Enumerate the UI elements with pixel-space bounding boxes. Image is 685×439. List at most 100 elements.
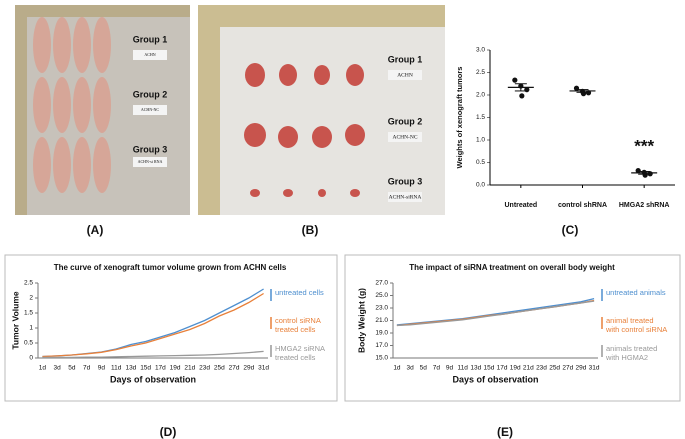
legend-label: animal treated with control siRNA [606, 316, 668, 334]
series-line [42, 288, 264, 358]
x-tick-label: 7d [83, 365, 91, 372]
x-tick-label: 21d [184, 365, 195, 372]
tag-card [133, 105, 167, 115]
tag-card [388, 132, 422, 142]
x-tick-label: 15d [483, 365, 494, 372]
group-label: Group 3 [388, 176, 423, 186]
x-tick-label: 25d [214, 365, 225, 372]
x-tick-label: Untreated [504, 202, 537, 209]
tag-label: ACHN-si RNA [138, 159, 163, 164]
x-tick-label: 5d [420, 365, 428, 372]
y-tick-label: 1.5 [476, 114, 485, 121]
x-tick-label: 15d [140, 365, 151, 372]
y-tick-label: 2.5 [476, 69, 485, 76]
tag-label: ACHN [144, 52, 155, 57]
series-line [42, 350, 264, 359]
x-tick-label: 19d [170, 365, 181, 372]
group-label: Group 3 [133, 144, 168, 154]
x-axis-label: Days of observation [110, 374, 196, 384]
annotation: *** [634, 136, 654, 155]
panel-label: (B) [302, 223, 319, 237]
group-label: Group 2 [388, 116, 423, 126]
x-tick-label: control shRNA [558, 202, 607, 209]
x-tick-label: 27d [229, 365, 240, 372]
y-tick-label: 0.5 [476, 159, 485, 166]
y-axis-label: Tumor Volume [10, 291, 20, 350]
series-line [396, 297, 595, 326]
point [512, 77, 518, 83]
legend-label: animals treated with HGMA2 [606, 344, 658, 362]
x-tick-label: 1d [39, 365, 47, 372]
x-tick-label: 11d [457, 365, 468, 372]
group-label: Group 2 [133, 89, 168, 99]
legend-entry: animal treated with control siRNA [606, 316, 668, 334]
tag-card [133, 50, 167, 60]
panel-e-frame [344, 254, 681, 402]
panel-label: (C) [562, 223, 579, 237]
x-tick-label: 11d [111, 365, 122, 372]
x-tick-label: 25d [549, 365, 560, 372]
y-tick-label: 3.0 [476, 47, 485, 54]
x-tick-label: 23d [199, 365, 210, 372]
legend-entry: untreated cells [275, 288, 324, 297]
panel-d-frame [4, 254, 338, 402]
x-tick-label: 29d [243, 365, 254, 372]
tag-label: ACHN-NC [141, 107, 160, 112]
tag-card [388, 192, 422, 202]
x-tick-label: 27d [562, 365, 573, 372]
y-tick-label: 1.5 [24, 310, 33, 317]
x-tick-label: 31d [589, 365, 600, 372]
group-label: Group 1 [133, 34, 168, 44]
legend-entry: animals treated with HGMA2 [606, 344, 658, 362]
legend-entry: HMGA2 siRNA treated cells [275, 344, 325, 362]
group-label: Group 1 [388, 54, 423, 64]
y-tick-label: 2 [29, 295, 33, 302]
x-tick-label: 17d [155, 365, 166, 372]
y-tick-label: 21.0 [375, 317, 388, 324]
x-tick-label: 3d [54, 365, 62, 372]
tag-label: ACHN-NC [392, 134, 417, 140]
x-tick-label: 7d [433, 365, 441, 372]
x-tick-label: 21d [523, 365, 534, 372]
x-tick-label: 5d [68, 365, 76, 372]
legend-entry: untreated animals [606, 288, 666, 297]
x-tick-label: HMGA2 shRNA [619, 202, 670, 209]
x-tick-label: 3d [406, 365, 414, 372]
panel-label: (A) [87, 223, 104, 237]
x-tick-label: 23d [536, 365, 547, 372]
tag-label: ACHN [397, 72, 413, 78]
y-axis-label: Weights of xenograft tumors [455, 67, 464, 169]
series-line [396, 300, 595, 327]
x-tick-label: 13d [125, 365, 136, 372]
legend-entry: control siRNA treated cells [275, 316, 321, 334]
legend-label: untreated animals [606, 288, 666, 297]
x-tick-label: 1d [393, 365, 401, 372]
x-tick-label: 9d [446, 365, 454, 372]
y-tick-label: 1.0 [476, 137, 485, 144]
y-tick-label: 0.5 [24, 340, 33, 347]
legend-label: HMGA2 siRNA treated cells [275, 344, 325, 362]
x-axis-label: Days of observation [452, 374, 538, 384]
panel-label: (E) [497, 425, 513, 439]
x-tick-label: 9d [98, 365, 106, 372]
x-tick-label: 17d [497, 365, 508, 372]
y-tick-label: 15.0 [375, 355, 388, 362]
y-tick-label: 27.0 [375, 280, 388, 287]
point [519, 93, 525, 99]
y-tick-label: 19.0 [375, 330, 388, 337]
series-line [42, 292, 264, 358]
photo-b [198, 5, 445, 215]
y-tick-label: 23.0 [375, 305, 388, 312]
y-tick-label: 0 [29, 355, 33, 362]
y-tick-label: 1 [29, 325, 33, 332]
tag-card [388, 70, 422, 80]
tag-card [133, 157, 167, 167]
legend-label: control siRNA treated cells [275, 316, 321, 334]
y-tick-label: 0.0 [476, 182, 485, 189]
panel-label: (D) [160, 425, 177, 439]
y-axis-label: Body Weight (g) [356, 288, 366, 353]
y-tick-label: 17.0 [375, 342, 388, 349]
legend-label: untreated cells [275, 288, 324, 297]
x-tick-label: 13d [470, 365, 481, 372]
x-tick-label: 31d [258, 365, 269, 372]
